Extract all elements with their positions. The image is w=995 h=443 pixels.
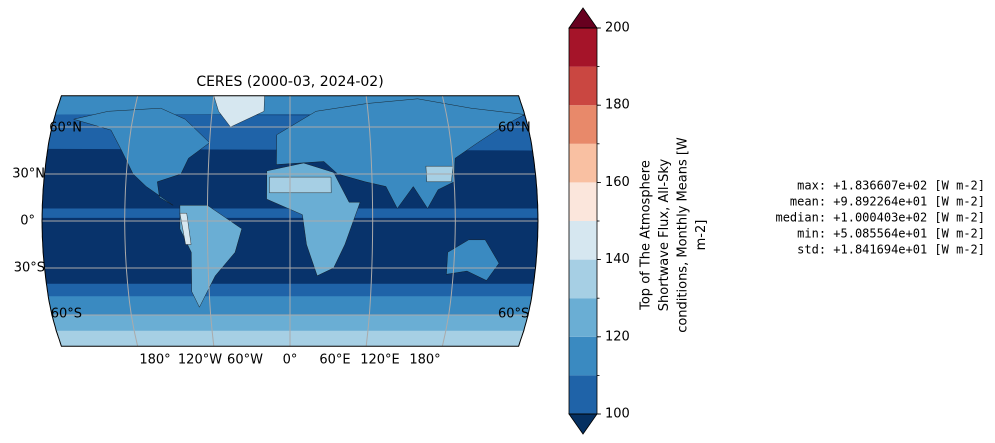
colorbar-tick-label: 160: [605, 175, 630, 190]
stat-line: max: +1.836607e+02 [W m-2]: [797, 179, 985, 193]
lat-label: 60°S: [51, 307, 82, 322]
land-field: [72, 107, 210, 206]
map: [41, 95, 539, 347]
lon-label: 60°E: [319, 353, 350, 368]
lon-label: 120°E: [360, 353, 400, 368]
colorbar-level: [569, 182, 597, 221]
colorbar-level: [569, 66, 597, 106]
lat-label: 0°: [20, 214, 35, 229]
colorbar-level: [569, 259, 597, 299]
stat-line: min: +5.085564e+01 [W m-2]: [797, 227, 985, 241]
colorbar-level: [569, 375, 597, 414]
map-border: [41, 95, 539, 347]
meridian: [206, 95, 215, 347]
colorbar-tick-label: 180: [605, 98, 630, 113]
lat-label: 30°N: [12, 167, 45, 182]
colorbar-tick-label: 140: [605, 252, 630, 267]
meridian: [365, 95, 374, 347]
meridian: [441, 95, 456, 347]
lat-label: 60°S: [498, 307, 529, 322]
stat-line: std: +1.841694e+01 [W m-2]: [797, 243, 985, 257]
land-field: [446, 239, 500, 281]
colorbar-level: [569, 336, 597, 376]
colorbar-level: [569, 105, 597, 144]
land-field: [269, 176, 332, 193]
colorbar-extend-over: [568, 7, 598, 29]
colorbar-tick-label: 100: [605, 407, 630, 422]
lon-label: 180°: [139, 353, 170, 368]
colorbar-label: Top of The Atmosphere: [639, 160, 654, 311]
lon-label: 0°: [283, 353, 298, 368]
colorbar-level: [569, 298, 597, 337]
map-fields: [42, 95, 538, 347]
colorbar-extend-under: [568, 413, 598, 435]
colorbar-label: m-2]: [694, 220, 709, 251]
colorbar-level: [569, 221, 597, 260]
stat-line: mean: +9.892264e+01 [W m-2]: [790, 195, 985, 209]
colorbar-label: conditions, Monthly Means [W: [676, 137, 691, 333]
colorbar-tick-label: 200: [605, 21, 630, 36]
meridian: [124, 95, 139, 347]
lon-label: 60°W: [227, 353, 263, 368]
lon-label: 120°W: [178, 353, 222, 368]
lat-label: 60°N: [498, 121, 531, 136]
lat-label: 60°N: [49, 121, 82, 136]
lon-label: 180°: [409, 353, 440, 368]
map-title: CERES (2000-03, 2024-02): [196, 74, 383, 90]
stat-line: median: +1.000403e+02 [W m-2]: [775, 211, 985, 225]
colorbar-label: Shortwave Flux, All-Sky: [657, 158, 672, 311]
colorbar-level: [569, 143, 597, 183]
colorbar-level: [569, 28, 597, 67]
land-field: [276, 98, 526, 209]
colorbar-tick-label: 120: [605, 329, 630, 344]
lat-label: 30°S: [14, 261, 45, 276]
